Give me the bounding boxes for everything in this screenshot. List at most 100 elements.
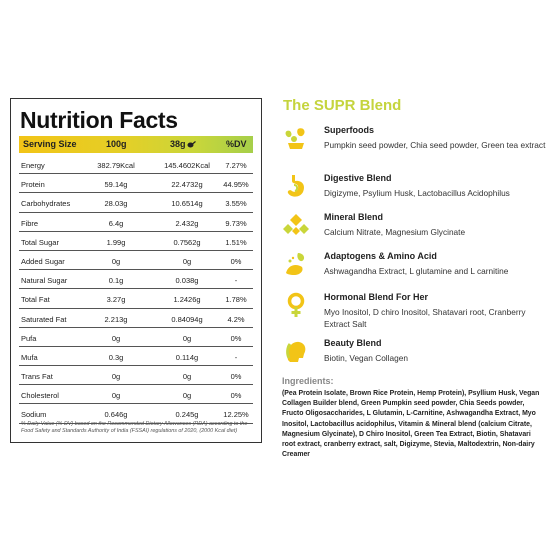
value-per-serving: 22.4732g [171, 180, 203, 190]
value-per-serving: 0g [182, 372, 192, 382]
nutrient-name: Natural Sugar [21, 276, 68, 286]
daily-value: 0% [230, 333, 242, 343]
blend-name: Hormonal Blend For Her [324, 292, 429, 302]
value-per-serving: 145.4602Kcal [164, 161, 210, 170]
value-per-100g: 0g [111, 391, 121, 401]
nutrient-name: Total Sugar [21, 237, 59, 247]
blend-name: Mineral Blend [324, 212, 384, 222]
nutrition-row: Fibre 6.4g 2.432g 9.73% [19, 213, 253, 232]
daily-value: 0% [230, 391, 242, 401]
value-per-serving: 0.245g [175, 410, 199, 420]
value-per-serving: 0.114g [175, 352, 199, 362]
blend-name: Beauty Blend [324, 338, 382, 348]
blend-name: Digestive Blend [324, 173, 392, 183]
nutrition-facts-panel: Nutrition Facts Serving Size 100g 38g %D… [10, 98, 262, 443]
herb-powder-icon [286, 253, 305, 275]
daily-value: 12.25% [223, 410, 249, 420]
nutrient-name: Sodium [21, 410, 47, 420]
blend-desc: Myo Inositol, D chiro Inositol, Shatavar… [324, 307, 526, 329]
nutrition-row: Sodium 0.646g 0.245g 12.25% [19, 404, 253, 424]
nutrient-name: Energy [21, 161, 45, 170]
nutrition-row: Mufa 0.3g 0.114g - [19, 347, 253, 367]
nutrition-row: Total Fat 3.27g 1.2426g 1.78% [19, 289, 253, 309]
face-profile-icon [286, 341, 306, 362]
nutrition-footnote: % Daily Value (% DV) based on the Recomm… [21, 421, 248, 434]
value-per-100g: 0g [111, 372, 121, 382]
blend-desc: Pumpkin seed powder, Chia seed powder, G… [324, 140, 546, 150]
daily-value: 0% [230, 372, 242, 382]
value-per-100g: 0.646g [104, 410, 128, 420]
value-per-100g: 0.1g [108, 276, 124, 286]
value-per-100g: 28.03g [104, 199, 128, 209]
nutrition-row: Cholesterol 0g 0g 0% [19, 385, 253, 405]
nutrition-row: Trans Fat 0g 0g 0% [19, 366, 253, 386]
value-per-serving: 0.7562g [173, 237, 201, 247]
daily-value: 9.73% [225, 218, 247, 228]
mineral-icon [283, 214, 309, 235]
value-per-serving: 0.038g [175, 276, 199, 286]
blend-desc: Biotin, Vegan Collagen [324, 353, 408, 363]
value-per-serving: 0g [182, 333, 192, 343]
value-per-serving: 0g [182, 391, 192, 401]
nutrient-name: Carbohydrates [21, 199, 71, 209]
nutrition-row: Total Sugar 1.99g 0.7562g 1.51% [19, 232, 253, 251]
blend-title: The SUPR Blend [283, 97, 402, 114]
female-symbol-icon [287, 292, 305, 317]
nutrition-row: Natural Sugar 0.1g 0.038g - [19, 270, 253, 290]
daily-value: - [234, 352, 238, 362]
scoop-icon [187, 141, 196, 148]
value-per-serving: 0.84094g [171, 314, 203, 324]
value-per-100g: 0.3g [108, 352, 124, 362]
nutrient-name: Total Fat [21, 295, 50, 305]
nutrient-name: Protein [21, 180, 45, 190]
blend-desc: Calcium Nitrate, Magnesium Glycinate [324, 227, 466, 237]
nutrition-header-row: Serving Size 100g 38g %DV [19, 136, 253, 153]
blend-desc: Digizyme, Psylium Husk, Lactobacillus Ac… [324, 188, 510, 198]
nutrient-name: Cholesterol [21, 391, 59, 401]
blend-desc: Ashwagandha Extract, L glutamine and L c… [324, 266, 509, 276]
header-serving-size: Serving Size [23, 139, 77, 149]
value-per-100g: 1.99g [106, 237, 126, 247]
value-per-100g: 2.213g [104, 314, 128, 324]
header-dv: %DV [226, 139, 247, 149]
value-per-100g: 3.27g [106, 295, 126, 305]
value-per-serving: 2.432g [175, 218, 199, 228]
nutrient-name: Mufa [21, 352, 38, 362]
value-per-serving: 10.6514g [171, 199, 203, 209]
value-per-100g: 0g [111, 333, 121, 343]
daily-value: 4.2% [227, 314, 245, 324]
daily-value: 3.55% [225, 199, 247, 209]
value-per-100g: 59.14g [104, 180, 128, 190]
value-per-serving: 0g [182, 256, 192, 266]
stomach-icon [287, 175, 305, 197]
value-per-100g: 6.4g [108, 218, 124, 228]
nutrient-name: Trans Fat [21, 372, 53, 382]
nutrition-row: Added Sugar 0g 0g 0% [19, 251, 253, 271]
daily-value: 44.95% [223, 180, 249, 190]
nutrition-row: Saturated Fat 2.213g 0.84094g 4.2% [19, 309, 253, 328]
header-100g: 100g [106, 139, 127, 149]
daily-value: 7.27% [225, 161, 247, 170]
nutrition-title: Nutrition Facts [20, 107, 178, 133]
daily-value: 1.78% [225, 295, 247, 305]
value-per-100g: 382.79Kcal [97, 161, 135, 170]
ingredients-title: Ingredients: [282, 376, 334, 386]
blend-name: Superfoods [324, 125, 375, 135]
nutrient-name: Saturated Fat [21, 314, 67, 324]
daily-value: 1.51% [225, 237, 247, 247]
nutrition-row: Pufa 0g 0g 0% [19, 328, 253, 347]
leaves-icon [285, 128, 305, 149]
nutrient-name: Pufa [21, 333, 37, 343]
nutrient-name: Fibre [21, 218, 39, 228]
value-per-serving: 1.2426g [173, 295, 201, 305]
nutrient-name: Added Sugar [21, 256, 65, 266]
nutrition-row: Energy 382.79Kcal 145.4602Kcal 7.27% [19, 155, 253, 175]
header-38g: 38g [170, 139, 196, 149]
ingredients-text: (Pea Protein Isolate, Brown Rice Protein… [282, 390, 540, 459]
blend-name: Adaptogens & Amino Acid [324, 251, 437, 261]
nutrition-row: Protein 59.14g 22.4732g 44.95% [19, 174, 253, 194]
daily-value: 0% [230, 256, 242, 266]
nutrition-row: Carbohydrates 28.03g 10.6514g 3.55% [19, 193, 253, 213]
daily-value: - [234, 276, 238, 286]
nutrition-rows: Energy 382.79Kcal 145.4602Kcal 7.27% Protein… [19, 155, 253, 424]
